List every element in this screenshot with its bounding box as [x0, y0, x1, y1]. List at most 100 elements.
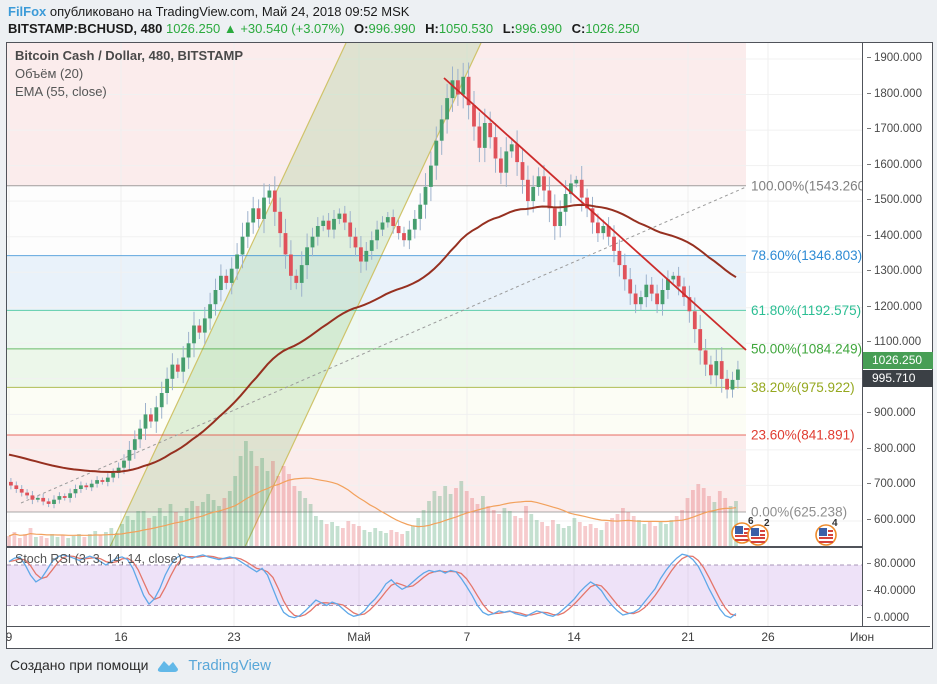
us-flag-event-icon[interactable]: 6 [731, 516, 754, 544]
candle-body [30, 495, 35, 500]
volume-bar [281, 466, 286, 546]
volume-bar [707, 496, 711, 546]
volume-bar [378, 531, 383, 546]
candle-body [289, 254, 293, 276]
stoch-scale-label: 0.0000 [867, 612, 909, 624]
stoch-rsi-label: Stoch RSI (3, 3, 14, 14, close) [15, 552, 182, 566]
fib-level-label: 23.60%(841.891) [751, 428, 855, 443]
volume-bar [701, 488, 706, 546]
main-price-pane[interactable]: 6 2 4 100.00%(1543.260) 78.60%(1346.803) 6… [7, 43, 862, 546]
candle-body [628, 279, 633, 294]
volume-bar [680, 510, 684, 546]
volume-bar [98, 535, 103, 546]
volume-bar [621, 508, 625, 546]
candle-body [100, 480, 105, 482]
price-change: +30.540 (+3.07%) [240, 21, 345, 36]
volume-bar [416, 518, 421, 546]
candle-body [526, 179, 530, 202]
candle-body [89, 483, 94, 488]
time-scale[interactable]: 9 16 23 Май 7 14 21 26 Июн [7, 626, 930, 648]
candle-body [412, 218, 417, 230]
low-value: 996.990 [514, 21, 562, 36]
trend-line[interactable] [443, 77, 747, 351]
volume-bar [594, 528, 598, 546]
volume-bar [577, 522, 582, 546]
volume-bar [443, 486, 448, 546]
candle-body [558, 211, 563, 226]
price-scale-label: 600.000 [867, 514, 916, 526]
last-price-tag: 1026.250 [863, 352, 933, 369]
candle-body [612, 236, 616, 251]
candle-body [429, 165, 433, 187]
candle-body [159, 393, 164, 408]
candle-body [466, 76, 471, 106]
candle-body [229, 268, 234, 283]
price-scale-label: 1900.000 [867, 52, 922, 64]
candle-body [590, 208, 595, 223]
volume-study-label: Объём (20) [15, 66, 84, 81]
volume-bar [314, 516, 318, 546]
candle-body [213, 290, 218, 305]
volume-bar [244, 441, 248, 546]
volume-bar [599, 530, 604, 546]
candle-body [175, 364, 180, 372]
volume-bar [66, 538, 71, 546]
candle-body [181, 357, 186, 372]
pane-divider[interactable] [7, 546, 932, 548]
volume-bar [341, 528, 345, 546]
tradingview-link[interactable]: TradingView [188, 656, 271, 674]
volume-bar [712, 502, 717, 546]
volume-bar [7, 536, 11, 546]
close-label: C: [571, 21, 586, 36]
volume-bar [163, 516, 168, 546]
volume-bar [174, 512, 178, 546]
channel-edge[interactable] [101, 43, 347, 546]
candle-body [402, 233, 406, 241]
volume-bar [674, 516, 679, 546]
volume-bar [319, 520, 324, 546]
fib-band [7, 43, 746, 186]
volume-bar [60, 535, 65, 546]
price-scale[interactable]: 1900.000 1800.000 1700.000 1600.000 1500.000… [862, 43, 933, 626]
candle-body [709, 364, 713, 376]
fib-band [7, 348, 746, 388]
volume-bar [411, 526, 415, 546]
candle-body [321, 220, 326, 226]
fib-band [7, 185, 746, 256]
candle-body [208, 304, 212, 319]
candle-body [552, 208, 557, 227]
symbol-name[interactable]: BITSTAMP:BCHUSD, 480 [8, 21, 163, 36]
chart-legend: Bitcoin Cash / Dollar, 480, BITSTAMP Объ… [15, 47, 243, 101]
price-scale-label: 1300.000 [867, 265, 922, 277]
us-flag-event-icon[interactable]: 2 [747, 518, 770, 546]
candle-body [62, 496, 67, 498]
tradingview-logo-icon[interactable] [156, 658, 180, 673]
volume-bar [93, 531, 98, 546]
candle-body [509, 144, 514, 152]
candle-body [649, 284, 654, 294]
candle-body [132, 439, 137, 450]
parallel-channel[interactable] [101, 43, 481, 546]
volume-bar [141, 511, 146, 546]
high-label: H: [425, 21, 439, 36]
candle-body [73, 489, 78, 494]
volume-bar [206, 494, 211, 546]
price-scale-label: 1200.000 [867, 301, 922, 313]
volume-bar [260, 458, 264, 546]
candle-body [305, 247, 309, 266]
us-flag-event-icon[interactable]: 4 [815, 518, 838, 546]
volume-bar [233, 476, 238, 546]
candle-body [315, 226, 320, 237]
candle-body [666, 279, 670, 290]
volume-bar [303, 498, 308, 546]
volume-bar [222, 498, 227, 546]
author-name[interactable]: FilFox [8, 4, 47, 19]
volume-bar [717, 491, 722, 546]
stoch-rsi-pane[interactable] [7, 548, 862, 626]
high-value: 1050.530 [438, 21, 494, 36]
volume-bar [669, 520, 674, 546]
fib-level-label: 78.60%(1346.803) [751, 248, 862, 263]
volume-bar [287, 474, 291, 546]
close-value: 1026.250 [585, 21, 640, 36]
candle-body [224, 275, 229, 283]
